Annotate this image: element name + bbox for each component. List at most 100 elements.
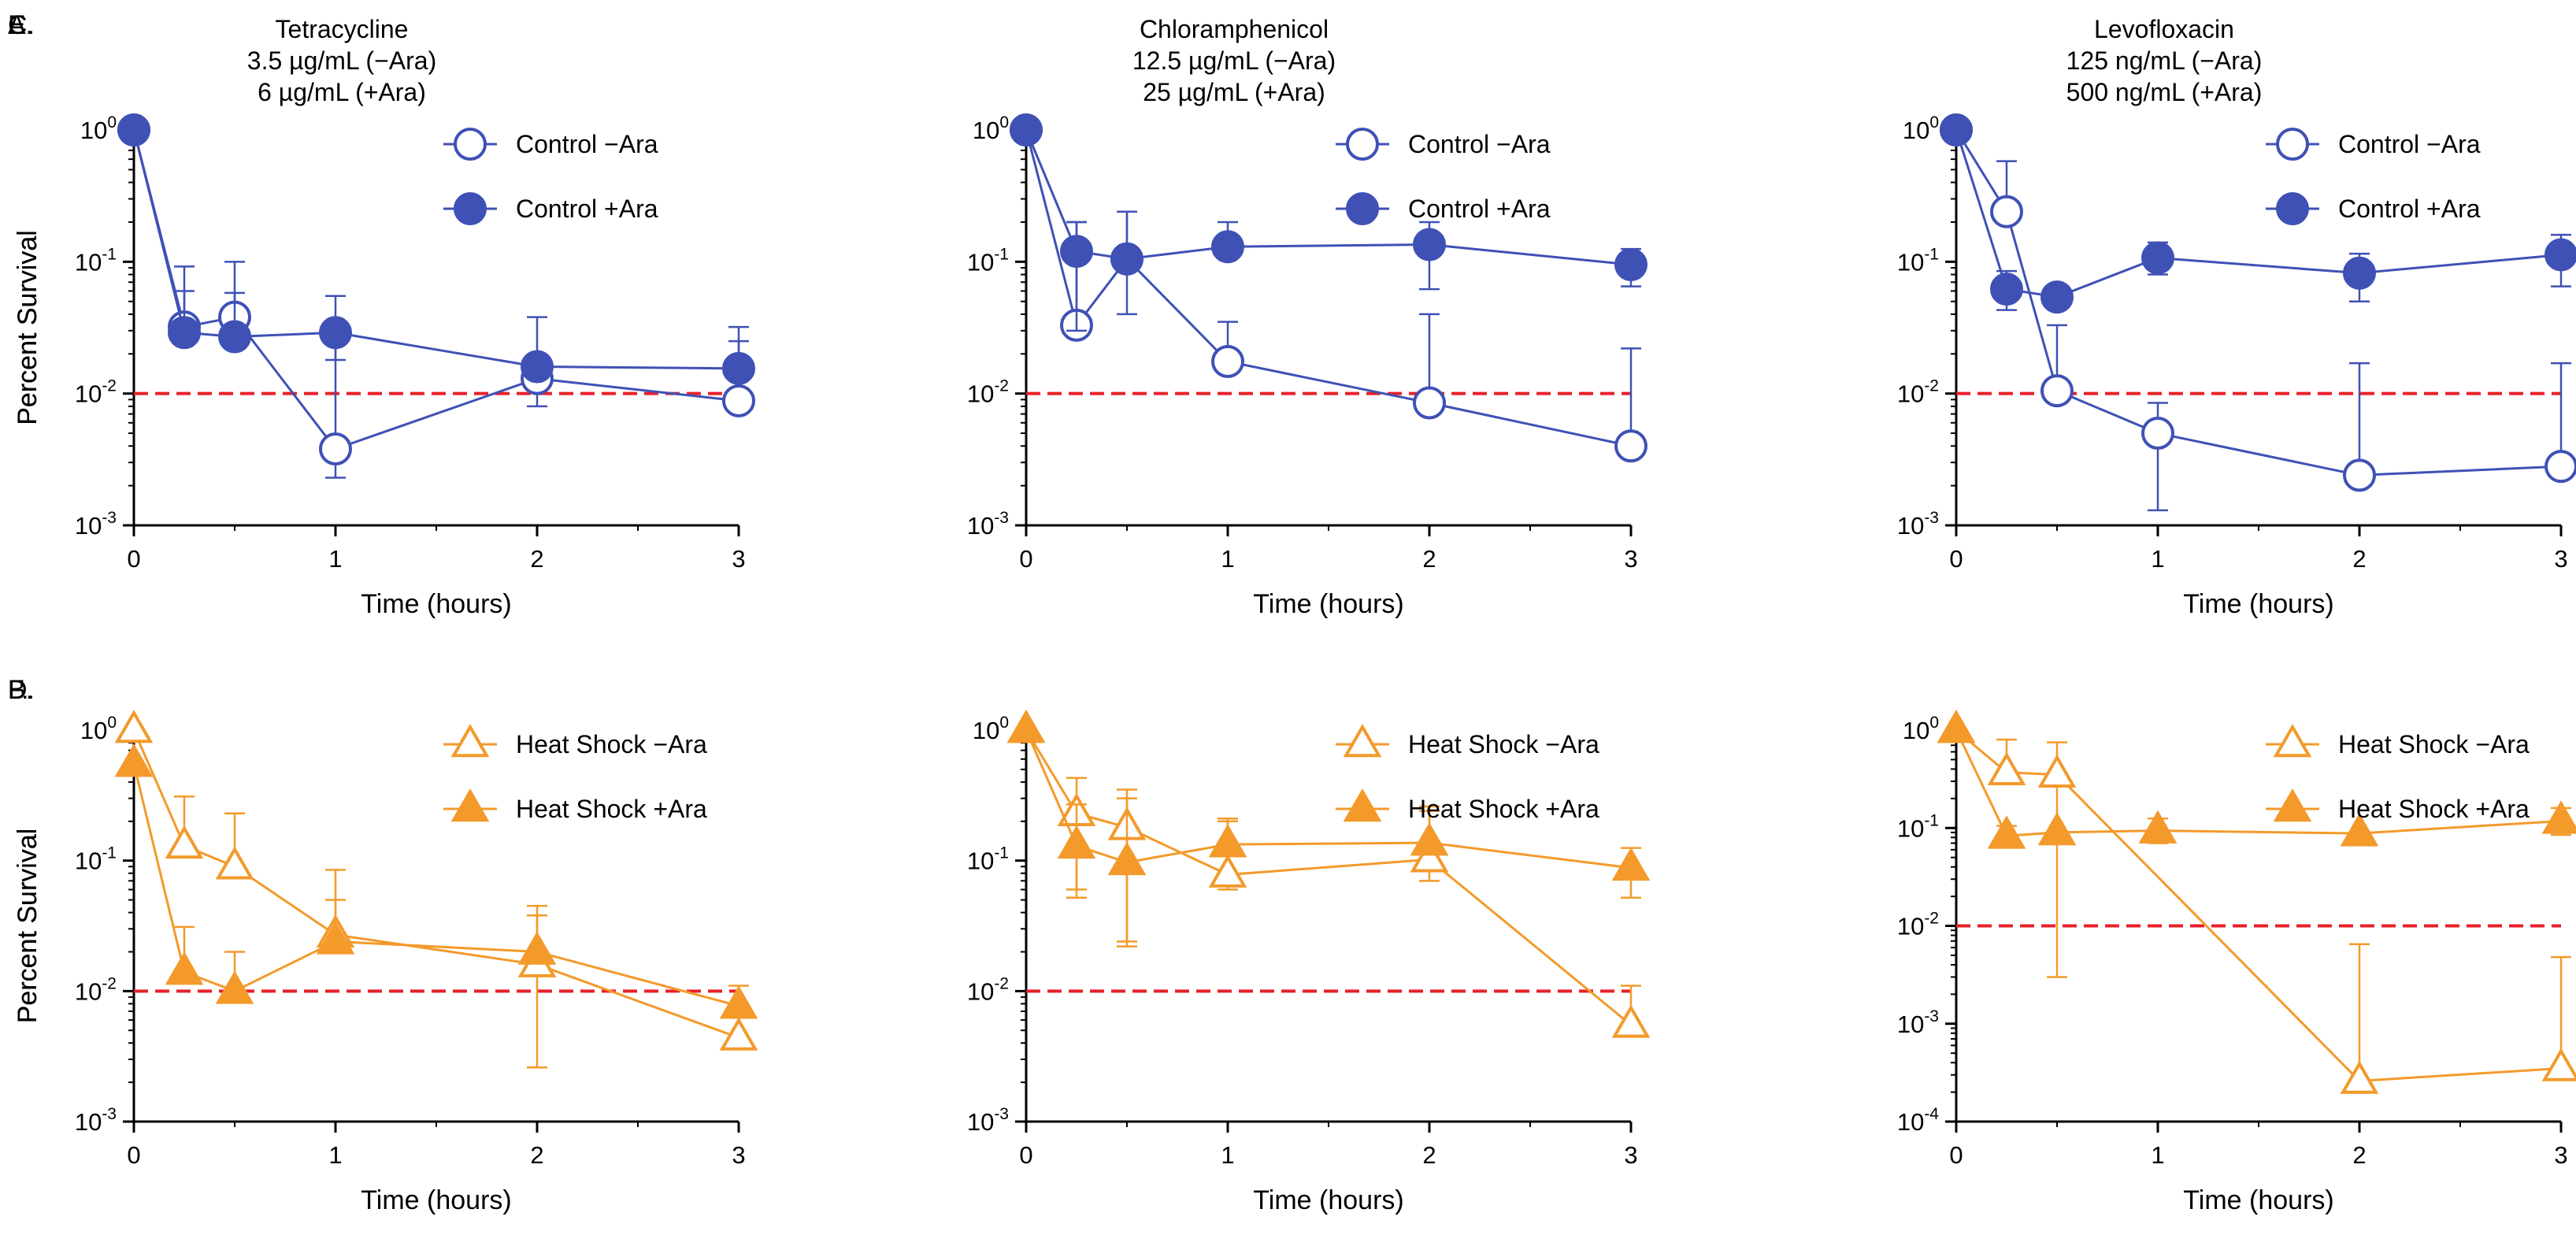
y-axis-title: Percent Survival — [13, 829, 43, 1024]
title-line-1: Tetracycline — [276, 15, 409, 43]
y-tick-exponent: -2 — [102, 974, 117, 992]
x-tick-label: 0 — [1019, 545, 1032, 573]
legend-label: Heat Shock −Ara — [2338, 730, 2530, 758]
x-tick-label: 0 — [127, 1141, 140, 1169]
x-axis-title: Time (hours) — [1253, 589, 1403, 619]
y-tick-base: 10 — [967, 1108, 994, 1136]
data-point — [1208, 854, 1247, 888]
series-line — [1025, 729, 1632, 870]
y-tick-exponent: -3 — [102, 1105, 117, 1123]
y-tick-label: 100 — [973, 714, 1009, 744]
x-tick-label: 2 — [2352, 1141, 2366, 1169]
series-line — [132, 729, 739, 1039]
legend-marker — [1343, 788, 1382, 822]
y-tick-label: 10-1 — [967, 245, 1009, 276]
data-point — [2037, 754, 2077, 788]
x-tick-label: 2 — [1422, 545, 1436, 573]
y-tick-exponent: -3 — [1924, 1007, 1939, 1025]
data-point — [2544, 450, 2576, 484]
y-tick-base: 10 — [1897, 248, 1924, 276]
legend-marker — [2276, 192, 2309, 225]
series-plus-ara — [117, 113, 755, 385]
y-tick-exponent: -2 — [102, 377, 117, 395]
data-point — [2343, 256, 2376, 290]
title-line-2: 3.5 µg/mL (−Ara) — [247, 46, 436, 75]
title-line-3: 500 ng/mL (+Ara) — [2066, 78, 2263, 106]
data-point — [521, 350, 554, 384]
data-point — [1987, 815, 2026, 849]
x-axis-title: Time (hours) — [361, 1185, 511, 1215]
data-point — [1937, 709, 1976, 744]
legend-label: Heat Shock +Ara — [2338, 795, 2530, 823]
x-tick-label: 0 — [127, 545, 140, 573]
y-tick-label: 10-3 — [967, 509, 1009, 540]
y-tick-label: 10-1 — [75, 844, 117, 875]
data-point — [1208, 824, 1247, 858]
data-point — [319, 316, 352, 350]
data-point — [1410, 822, 1449, 856]
y-tick-exponent: 0 — [1929, 113, 1939, 132]
legend-label: Control +Ara — [516, 195, 658, 223]
data-point — [2541, 800, 2576, 834]
legend-marker — [2273, 788, 2312, 822]
y-tick-exponent: -1 — [102, 245, 117, 263]
x-tick-label: 3 — [2554, 1141, 2567, 1169]
y-tick-base: 10 — [967, 380, 994, 408]
panel-label: A. — [8, 10, 33, 40]
y-tick-exponent: -1 — [1924, 811, 1939, 829]
y-tick-label: 10-4 — [1897, 1105, 1939, 1136]
series-line — [1025, 129, 1632, 266]
y-tick-label: 10-3 — [967, 1105, 1009, 1136]
data-point — [1940, 113, 1973, 146]
series-line — [1955, 129, 2562, 299]
y-tick-base: 10 — [1897, 913, 1924, 940]
y-tick-exponent: -1 — [994, 245, 1009, 263]
panel-label: B. — [8, 675, 33, 705]
legend-label: Control +Ara — [1408, 195, 1551, 223]
series-minus-ara — [1937, 709, 2576, 1094]
data-point — [1611, 847, 1651, 881]
panel-label: E. — [8, 10, 33, 40]
y-tick-base: 10 — [1897, 1011, 1924, 1038]
legend-label: Control +Ara — [2338, 195, 2481, 223]
panel-C: C. Chloramphenicol 12.5 µg/mL (−Ara) 25 µg/… — [8, 10, 1648, 619]
x-tick-label: 1 — [2151, 1141, 2164, 1169]
y-tick-base: 10 — [1897, 380, 1924, 408]
x-tick-label: 3 — [1624, 545, 1637, 573]
data-point — [2040, 280, 2074, 314]
panel-label: C. — [8, 10, 35, 40]
y-tick-label: 100 — [1903, 113, 1939, 144]
y-tick-base: 10 — [75, 512, 102, 540]
panel-A: A. Tetracycline 3.5 µg/mL (−Ara) 6 µg/mL (+… — [8, 10, 755, 619]
x-tick-label: 3 — [1624, 1141, 1637, 1169]
y-tick-label: 10-2 — [75, 377, 117, 408]
data-point — [1614, 248, 1648, 282]
panel-E: E. Levofloxacin 125 ng/mL (−Ara) 500 ng/mL … — [8, 10, 2576, 619]
series-minus-ara — [117, 113, 755, 479]
legend-label: Heat Shock −Ara — [516, 730, 707, 758]
title-line-2: 12.5 µg/mL (−Ara) — [1132, 46, 1336, 75]
panel-label: D. — [8, 675, 35, 705]
legend-marker — [450, 723, 490, 758]
y-tick-exponent: -2 — [1924, 910, 1939, 928]
y-tick-base: 10 — [973, 117, 999, 144]
title-line-3: 6 µg/mL (+Ara) — [258, 78, 426, 106]
series-plus-ara — [1940, 113, 2576, 314]
y-tick-base: 10 — [967, 512, 994, 540]
y-tick-label: 10-2 — [1897, 377, 1939, 408]
y-tick-exponent: 0 — [1929, 714, 1939, 732]
y-tick-label: 100 — [1903, 714, 1939, 744]
data-point — [1060, 235, 1093, 269]
data-point — [1107, 841, 1147, 876]
y-tick-base: 10 — [75, 248, 102, 276]
series-minus-ara — [1940, 113, 2576, 512]
data-point — [2141, 241, 2174, 275]
series-line — [132, 129, 739, 370]
data-point — [1057, 825, 1096, 859]
x-tick-label: 2 — [1422, 1141, 1436, 1169]
data-point — [165, 825, 204, 859]
y-tick-exponent: -3 — [994, 509, 1009, 527]
data-point — [114, 744, 154, 777]
data-point — [719, 1017, 758, 1051]
